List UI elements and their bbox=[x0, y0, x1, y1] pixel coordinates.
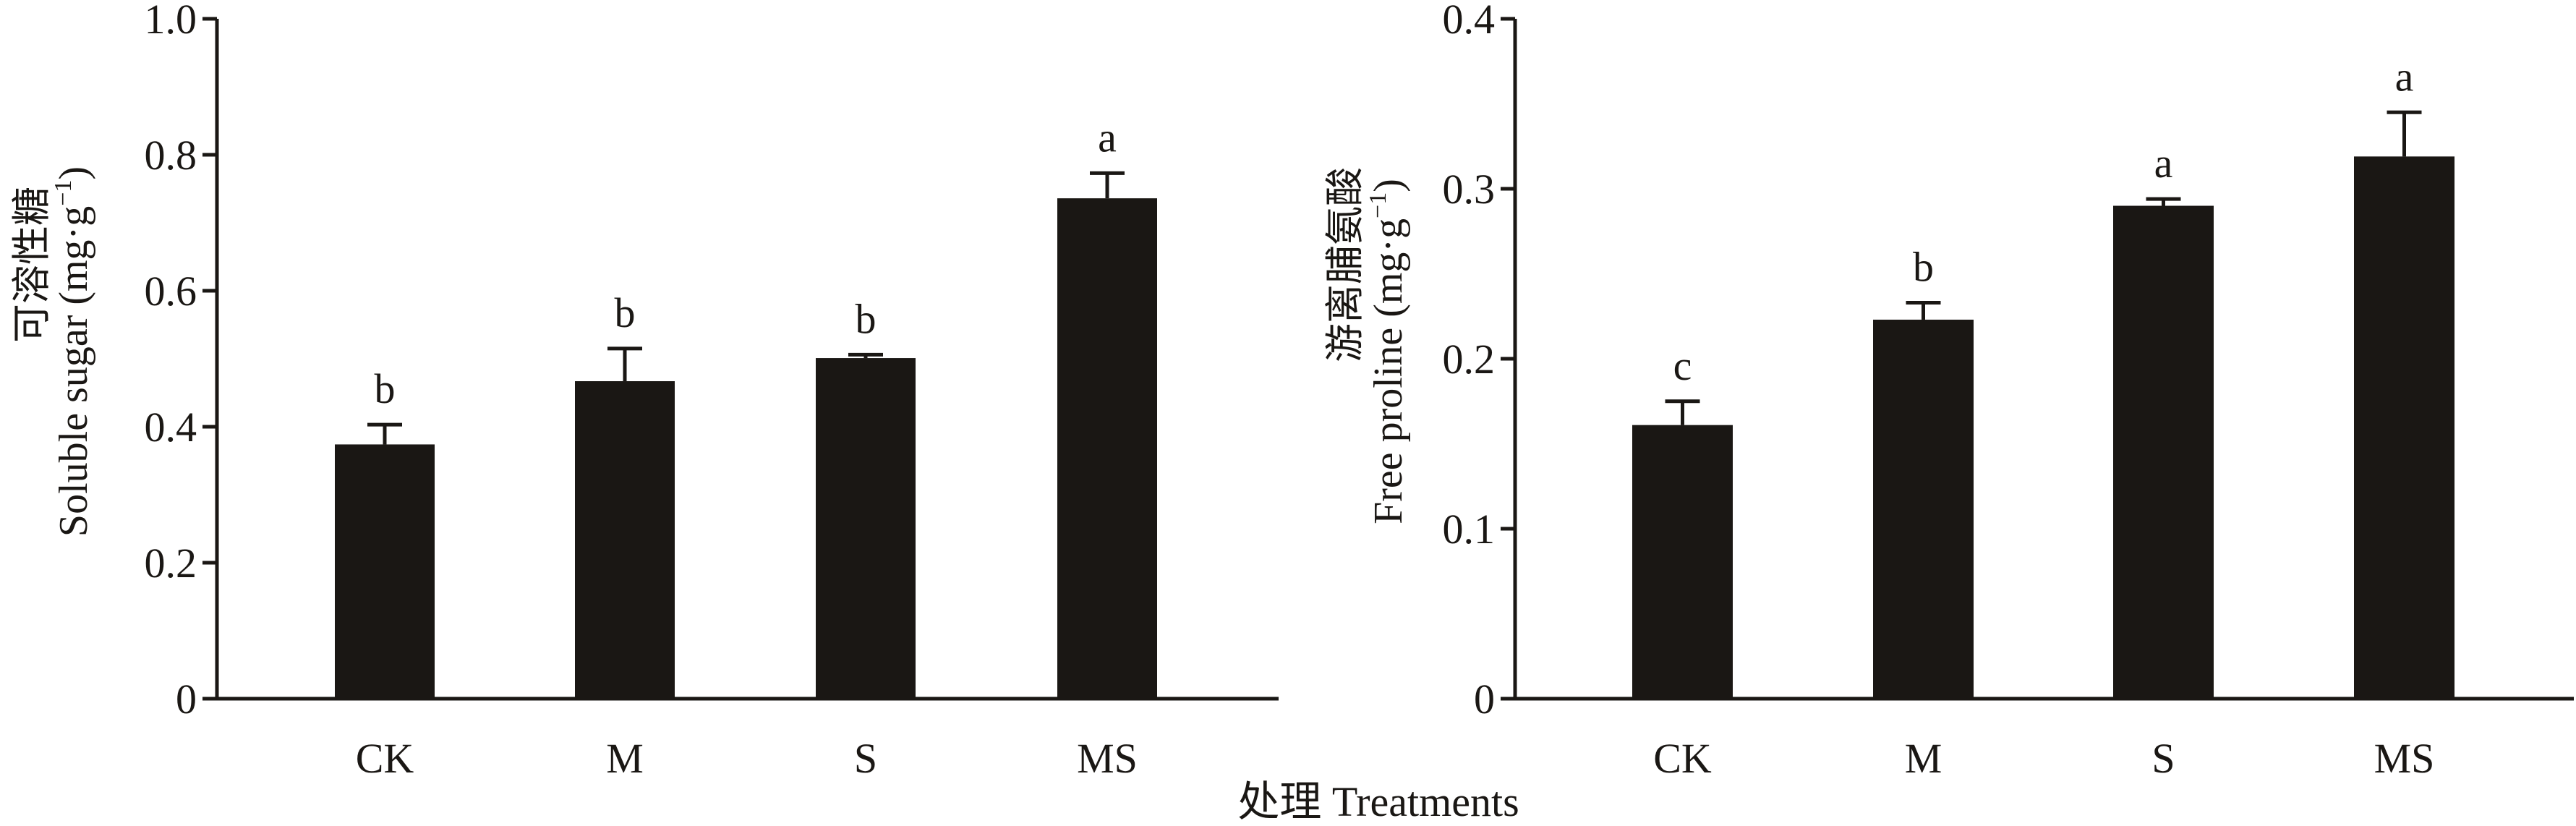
y-tick-label: 0.1 bbox=[1443, 506, 1496, 553]
y-tick-label: 0.4 bbox=[1443, 0, 1496, 43]
y-axis-label-cn: 可溶性糖 bbox=[10, 187, 54, 343]
chart-2: 0 0.1 0.2 0.3 0.4 c CK b Ma Sa MS 游离脯氨酸 Free proline… bbox=[1323, 0, 2574, 782]
x-tick-label: CK bbox=[356, 735, 414, 782]
bar-m bbox=[1873, 319, 1974, 699]
significance-letter: a bbox=[1098, 114, 1117, 161]
y-axis-label: Soluble sugar (mg·g−1) bbox=[50, 166, 96, 537]
x-tick-label: S bbox=[2151, 735, 2175, 782]
significance-letter: b bbox=[375, 365, 396, 412]
significance-letter: b bbox=[856, 295, 877, 342]
y-tick-label: 0.8 bbox=[145, 132, 197, 179]
significance-letter: b bbox=[1913, 243, 1934, 290]
bar-s bbox=[2113, 205, 2214, 699]
bar-ms bbox=[1057, 198, 1157, 699]
y-tick-label: 0 bbox=[1474, 676, 1495, 723]
y-tick-label: 0.4 bbox=[145, 404, 197, 451]
bar-ck bbox=[1632, 425, 1733, 699]
y-tick-label: 0.6 bbox=[145, 268, 197, 315]
bar-s bbox=[816, 358, 916, 699]
x-axis-label: 处理 Treatments bbox=[1237, 778, 1519, 825]
x-tick-label: S bbox=[854, 735, 877, 782]
x-tick-label: M bbox=[1905, 735, 1942, 782]
significance-letter: a bbox=[2395, 53, 2414, 100]
y-axis-label: Free proline (mg·g−1) bbox=[1365, 179, 1411, 524]
x-tick-label: CK bbox=[1653, 735, 1712, 782]
bar-ms bbox=[2354, 156, 2455, 699]
x-tick-label: MS bbox=[1077, 735, 1138, 782]
x-tick-label: M bbox=[606, 735, 644, 782]
y-tick-label: 0.3 bbox=[1443, 166, 1496, 213]
y-tick-label: 1.0 bbox=[145, 0, 197, 43]
y-tick-label: 0.2 bbox=[1443, 336, 1496, 383]
bar-m bbox=[575, 381, 675, 699]
x-tick-label: MS bbox=[2374, 735, 2435, 782]
y-tick-label: 0.2 bbox=[145, 540, 197, 587]
bar-ck bbox=[335, 444, 435, 699]
y-axis-label-cn: 游离脯氨酸 bbox=[1323, 167, 1367, 362]
significance-letter: a bbox=[2154, 140, 2173, 187]
y-tick-label: 0 bbox=[176, 676, 197, 723]
significance-letter: b bbox=[615, 289, 636, 336]
significance-letter: c bbox=[1673, 342, 1692, 389]
